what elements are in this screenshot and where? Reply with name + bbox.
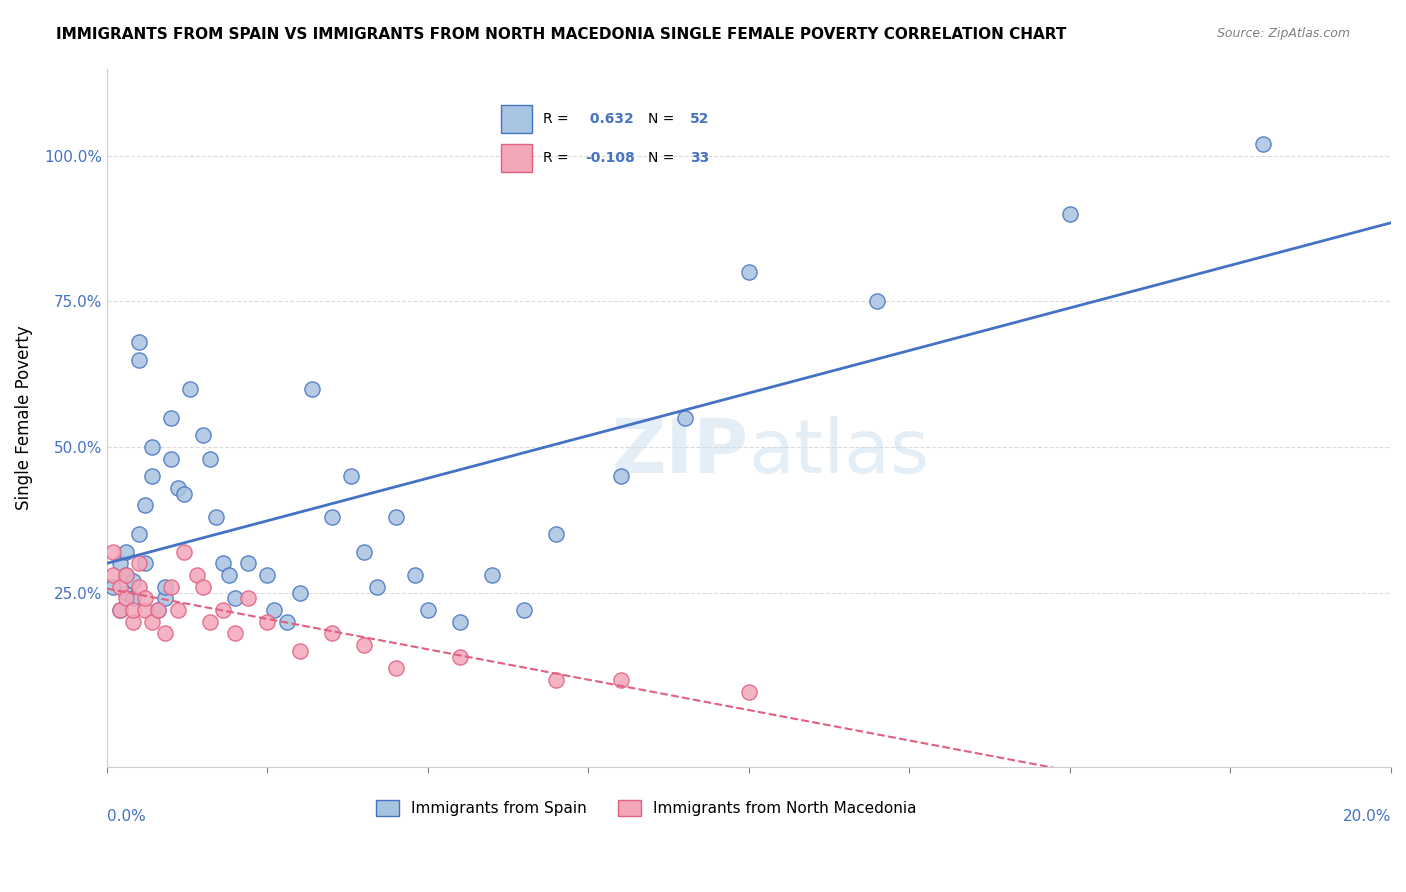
Point bbox=[148, 603, 170, 617]
Point bbox=[121, 574, 143, 588]
Point bbox=[108, 603, 131, 617]
Point bbox=[513, 603, 536, 617]
Point bbox=[673, 410, 696, 425]
Point bbox=[160, 580, 183, 594]
Point bbox=[134, 557, 156, 571]
Point bbox=[256, 615, 278, 629]
Point bbox=[128, 527, 150, 541]
Point bbox=[103, 580, 125, 594]
Point bbox=[263, 603, 285, 617]
Point bbox=[173, 486, 195, 500]
Point bbox=[121, 591, 143, 606]
Point bbox=[385, 509, 408, 524]
Point bbox=[153, 580, 176, 594]
Point bbox=[103, 545, 125, 559]
Point bbox=[141, 615, 163, 629]
Point bbox=[738, 265, 761, 279]
Point bbox=[115, 591, 138, 606]
Point bbox=[449, 615, 471, 629]
Point bbox=[128, 580, 150, 594]
Point bbox=[134, 498, 156, 512]
Point bbox=[288, 644, 311, 658]
Point bbox=[481, 568, 503, 582]
Point bbox=[224, 626, 246, 640]
Point bbox=[108, 603, 131, 617]
Text: atlas: atlas bbox=[749, 417, 929, 490]
Point bbox=[115, 568, 138, 582]
Y-axis label: Single Female Poverty: Single Female Poverty bbox=[15, 326, 32, 510]
Point bbox=[609, 469, 631, 483]
Point bbox=[121, 603, 143, 617]
Point bbox=[256, 568, 278, 582]
Point bbox=[238, 591, 260, 606]
Point bbox=[103, 568, 125, 582]
Point bbox=[141, 440, 163, 454]
Point bbox=[301, 382, 323, 396]
Point bbox=[404, 568, 426, 582]
Text: ZIP: ZIP bbox=[612, 417, 749, 490]
Point bbox=[160, 410, 183, 425]
Point bbox=[128, 352, 150, 367]
Point bbox=[141, 469, 163, 483]
Point bbox=[224, 591, 246, 606]
Point bbox=[166, 603, 188, 617]
Point bbox=[866, 294, 889, 309]
Point bbox=[1059, 207, 1081, 221]
Point bbox=[238, 557, 260, 571]
Point bbox=[115, 585, 138, 599]
Point bbox=[134, 603, 156, 617]
Point bbox=[218, 568, 240, 582]
Point bbox=[166, 481, 188, 495]
Point bbox=[108, 580, 131, 594]
Text: 20.0%: 20.0% bbox=[1343, 809, 1391, 824]
Point bbox=[108, 557, 131, 571]
Point bbox=[288, 585, 311, 599]
Text: 0.0%: 0.0% bbox=[107, 809, 146, 824]
Point bbox=[353, 638, 375, 652]
Point bbox=[198, 615, 221, 629]
Point bbox=[193, 428, 215, 442]
Point bbox=[173, 545, 195, 559]
Point bbox=[205, 509, 228, 524]
Point bbox=[179, 382, 201, 396]
Point bbox=[160, 451, 183, 466]
Text: Source: ZipAtlas.com: Source: ZipAtlas.com bbox=[1216, 27, 1350, 40]
Point bbox=[321, 509, 343, 524]
Point bbox=[353, 545, 375, 559]
Legend: Immigrants from Spain, Immigrants from North Macedonia: Immigrants from Spain, Immigrants from N… bbox=[370, 794, 922, 822]
Point bbox=[211, 603, 233, 617]
Point bbox=[115, 568, 138, 582]
Point bbox=[738, 684, 761, 698]
Text: IMMIGRANTS FROM SPAIN VS IMMIGRANTS FROM NORTH MACEDONIA SINGLE FEMALE POVERTY C: IMMIGRANTS FROM SPAIN VS IMMIGRANTS FROM… bbox=[56, 27, 1067, 42]
Point bbox=[416, 603, 439, 617]
Point bbox=[148, 603, 170, 617]
Point bbox=[121, 615, 143, 629]
Point bbox=[134, 591, 156, 606]
Point bbox=[449, 649, 471, 664]
Point bbox=[198, 451, 221, 466]
Point bbox=[609, 673, 631, 687]
Point bbox=[153, 626, 176, 640]
Point bbox=[115, 545, 138, 559]
Point bbox=[128, 557, 150, 571]
Point bbox=[276, 615, 298, 629]
Point bbox=[546, 527, 568, 541]
Point bbox=[385, 661, 408, 675]
Point bbox=[340, 469, 363, 483]
Point bbox=[546, 673, 568, 687]
Point bbox=[211, 557, 233, 571]
Point bbox=[153, 591, 176, 606]
Point bbox=[128, 335, 150, 350]
Point bbox=[366, 580, 388, 594]
Point bbox=[186, 568, 208, 582]
Point bbox=[193, 580, 215, 594]
Point bbox=[321, 626, 343, 640]
Point bbox=[1251, 137, 1274, 152]
